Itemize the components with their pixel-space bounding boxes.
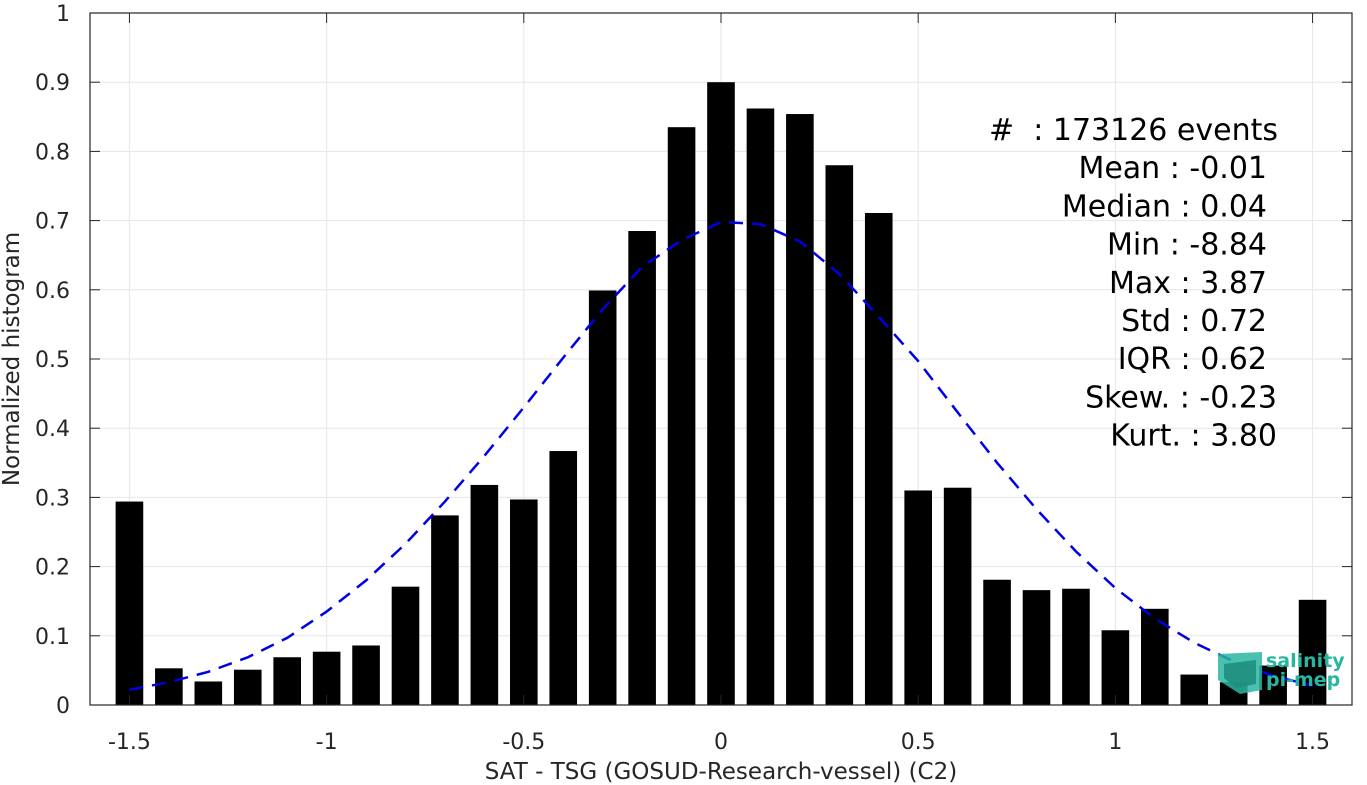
histogram-bar	[115, 501, 144, 705]
logo-text-line1: salinity	[1266, 650, 1345, 672]
x-tick-label: -1	[316, 730, 338, 755]
y-tick-label: 0.8	[35, 140, 70, 165]
stats-line: Min : -8.84	[1107, 228, 1267, 263]
histogram-bar	[273, 657, 301, 705]
histogram-bar	[352, 645, 380, 705]
histogram-bar	[864, 212, 893, 705]
stats-line: IQR : 0.62	[1118, 342, 1267, 377]
logo-text-line2: pi-mep	[1266, 669, 1340, 691]
y-tick-label: 0.5	[35, 348, 70, 373]
x-tick-label: 0	[714, 730, 728, 755]
y-tick-labels: 0 0.1 0.2 0.3 0.4 0.5 0.6 0.7 0.8 0.9 1	[35, 2, 70, 719]
histogram-bar	[707, 82, 735, 705]
y-axis-label: Normalized histogram	[0, 232, 25, 486]
x-tick-label: -1.5	[108, 730, 151, 755]
histogram-bar	[194, 681, 223, 705]
x-tick-labels: -1.5 -1 -0.5 0 0.5 1 1.5	[108, 730, 1330, 755]
stats-line: # : 173126 events	[989, 113, 1278, 148]
histogram-bar	[943, 487, 972, 705]
histogram-bar	[391, 586, 420, 705]
stats-line: Kurt. : 3.80	[1110, 419, 1277, 454]
y-tick-label: 1	[56, 2, 70, 27]
histogram-bar	[233, 669, 262, 705]
histogram-bar	[746, 108, 775, 706]
histogram-bar	[510, 499, 538, 705]
histogram-bar	[667, 127, 696, 706]
stats-line: Median : 0.04	[1062, 189, 1267, 224]
y-tick-label: 0.9	[35, 71, 70, 96]
x-tick-label: 1.5	[1295, 730, 1330, 755]
y-tick-label: 0.7	[35, 210, 70, 235]
tick-marks	[90, 12, 1352, 706]
y-tick-label: 0.4	[35, 417, 70, 442]
histogram-bar	[1062, 588, 1090, 705]
logo-icon-inner	[1224, 660, 1256, 688]
histogram-bar	[628, 230, 656, 706]
histogram-bar	[983, 579, 1011, 705]
histogram-bar	[904, 490, 932, 705]
y-tick-label: 0	[56, 694, 70, 719]
stats-line: Max : 3.87	[1109, 266, 1267, 301]
histogram-bar	[155, 668, 183, 705]
histogram-bar	[588, 290, 617, 705]
y-tick-label: 0.6	[35, 279, 70, 304]
y-tick-label: 0.3	[35, 486, 70, 511]
histogram-bar	[786, 114, 814, 706]
x-tick-label: 1	[1108, 730, 1122, 755]
histogram-bar	[1022, 590, 1051, 705]
histogram-bar	[1101, 630, 1130, 705]
stats-line: Mean : -0.01	[1078, 151, 1267, 186]
histogram-bar	[431, 515, 459, 705]
y-tick-label: 0.1	[35, 625, 70, 650]
x-tick-label: 0.5	[901, 730, 936, 755]
y-tick-label: 0.2	[35, 556, 70, 581]
histogram-bar	[549, 451, 578, 705]
x-tick-label: -0.5	[502, 730, 545, 755]
stats-line: Skew. : -0.23	[1085, 380, 1277, 415]
salinity-pimep-logo: salinity pi-mep	[1218, 650, 1345, 694]
stats-line: Std : 0.72	[1121, 304, 1267, 339]
x-axis-label: SAT - TSG (GOSUD-Research-vessel) (C2)	[485, 759, 957, 785]
histogram-bar	[825, 165, 854, 706]
histogram-bar	[470, 484, 499, 705]
histogram-bar	[1180, 674, 1209, 705]
histogram-bar	[1298, 599, 1327, 705]
bars	[115, 82, 1327, 706]
gaussian-fit-line	[129, 220, 1313, 692]
